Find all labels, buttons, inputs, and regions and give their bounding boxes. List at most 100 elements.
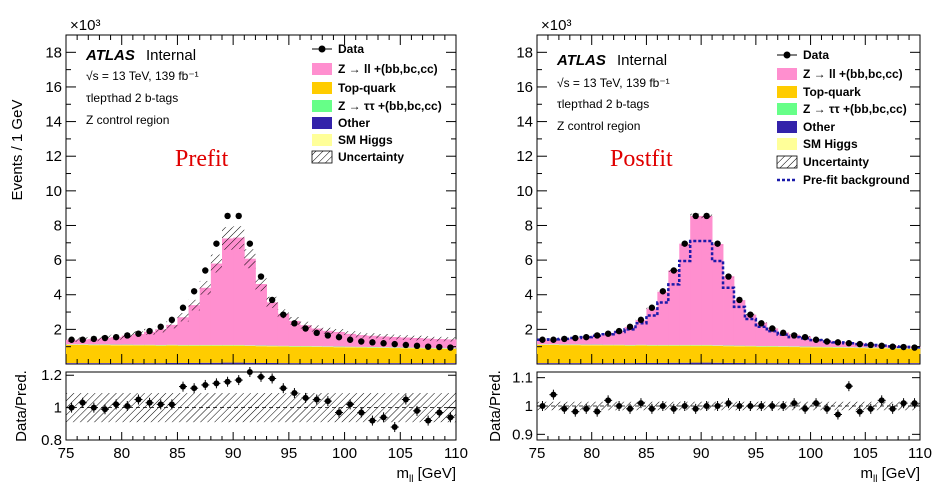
bar-other-5 [591, 363, 604, 364]
bar-topquark-16 [712, 345, 724, 363]
bar-zllbbbccc-13 [679, 243, 691, 345]
ratio-point-7 [616, 403, 623, 409]
bar-other-24 [799, 363, 811, 364]
data-point-24 [335, 333, 343, 341]
data-point-5 [593, 332, 601, 339]
uncert-band-24 [333, 329, 345, 335]
ratio-point-2 [561, 405, 568, 412]
info-channel: τlepτhad 2 b-tags [557, 97, 649, 111]
x-tick-label-100: 100 [332, 445, 357, 462]
ratio-point-17 [258, 373, 264, 380]
bar-topquark-17 [255, 346, 267, 363]
ratio-point-22 [780, 403, 787, 409]
bar-other-19 [744, 363, 757, 364]
uncert-band-30 [400, 335, 412, 340]
ratio-point-4 [113, 401, 120, 408]
uncert-band-14 [222, 227, 234, 250]
legend-other: Other [803, 120, 835, 134]
ratio-point-21 [302, 394, 309, 401]
bar-topquark-13 [210, 345, 223, 363]
bar-topquark-4 [580, 345, 593, 364]
ratio-point-19 [280, 385, 287, 392]
bar-other-22 [777, 363, 790, 364]
ratio-point-18 [736, 403, 743, 409]
bar-other-26 [355, 363, 368, 364]
bar-zllbbbccc-21 [300, 325, 312, 346]
bar-topquark-33 [433, 348, 446, 364]
bar-other-13 [679, 362, 691, 364]
bar-other-29 [389, 363, 401, 364]
ratio-y-tick-label-0.9: 0.9 [512, 426, 533, 443]
data-point-34 [447, 344, 454, 351]
data-point-6 [135, 330, 142, 337]
bar-other-4 [110, 363, 123, 364]
bar-other-17 [255, 362, 267, 364]
ratio-point-14 [692, 405, 699, 412]
ratio-y-axis-label: Data/Pred. [13, 370, 30, 442]
ratio-point-21 [769, 403, 776, 409]
legend-other-swatch [312, 117, 332, 129]
legend-uncert: Uncertainty [803, 155, 869, 169]
bar-topquark-14 [222, 345, 234, 363]
x-axis-label-unit: [GeV] [413, 465, 456, 482]
data-point-3 [572, 334, 579, 342]
bar-zllbbbccc-3 [99, 338, 111, 345]
data-point-13 [681, 240, 688, 247]
bar-other-21 [766, 363, 779, 364]
bar-zllbbbccc-34 [444, 339, 457, 349]
ratio-point-22 [313, 396, 320, 403]
bar-other-20 [288, 363, 301, 364]
ratio-point-6 [135, 396, 142, 403]
ratio-point-32 [889, 405, 896, 412]
bar-topquark-27 [366, 347, 379, 364]
bar-zllbbbccc-21 [766, 328, 779, 346]
uncert-band-21 [300, 321, 312, 329]
bar-other-33 [433, 363, 446, 364]
ratio-point-11 [659, 403, 666, 409]
legend: Data Z → ll +(bb,bc,cc) Top-quark Z → ττ… [776, 48, 910, 187]
bar-topquark-8 [155, 345, 167, 364]
bar-other-12 [668, 362, 680, 364]
internal-label: Internal [146, 47, 196, 64]
legend-ztt: Z → ττ +(bb,bc,cc) [803, 102, 907, 116]
bar-zllbbbccc-24 [799, 336, 811, 347]
legend-other-swatch [777, 121, 797, 133]
y-tick-label-4: 4 [525, 287, 533, 304]
bar-other-11 [657, 362, 669, 364]
data-point-14 [224, 212, 231, 220]
bar-topquark-7 [613, 345, 625, 364]
bar-topquark-25 [344, 347, 357, 364]
bar-topquark-20 [755, 346, 768, 364]
ratio-point-20 [758, 403, 765, 409]
data-point-25 [812, 336, 820, 343]
bar-topquark-0 [66, 344, 78, 364]
bar-topquark-3 [99, 345, 111, 364]
bar-topquark-31 [876, 348, 888, 364]
x-tick-label-95: 95 [281, 445, 298, 462]
ratio-point-7 [146, 399, 153, 406]
uncert-band-9 [166, 321, 178, 329]
bar-topquark-29 [854, 348, 866, 364]
data-point-21 [769, 325, 776, 332]
bar-topquark-29 [389, 348, 401, 364]
uncert-band-16 [244, 249, 256, 269]
bar-topquark-18 [733, 346, 746, 363]
bar-zllbbbccc-22 [777, 332, 790, 347]
bar-other-9 [635, 362, 647, 364]
bar-other-28 [843, 363, 855, 364]
uncert-band-22 [311, 325, 323, 332]
x-tick-label-90: 90 [693, 445, 710, 462]
atlas-label: ATLAS [85, 47, 135, 64]
ratio-point-23 [324, 398, 331, 405]
bar-topquark-22 [311, 346, 323, 364]
bar-other-23 [322, 363, 334, 364]
bar-zllbbbccc-17 [255, 284, 267, 346]
bar-topquark-31 [411, 348, 423, 364]
uncert-band-13 [210, 254, 222, 273]
legend-zll-swatch [312, 63, 332, 75]
y-exponent: ×10³ [70, 17, 100, 34]
data-point-14 [692, 212, 699, 220]
data-point-31 [413, 342, 421, 350]
legend-top: Top-quark [803, 85, 861, 99]
ratio-point-30 [867, 405, 874, 412]
